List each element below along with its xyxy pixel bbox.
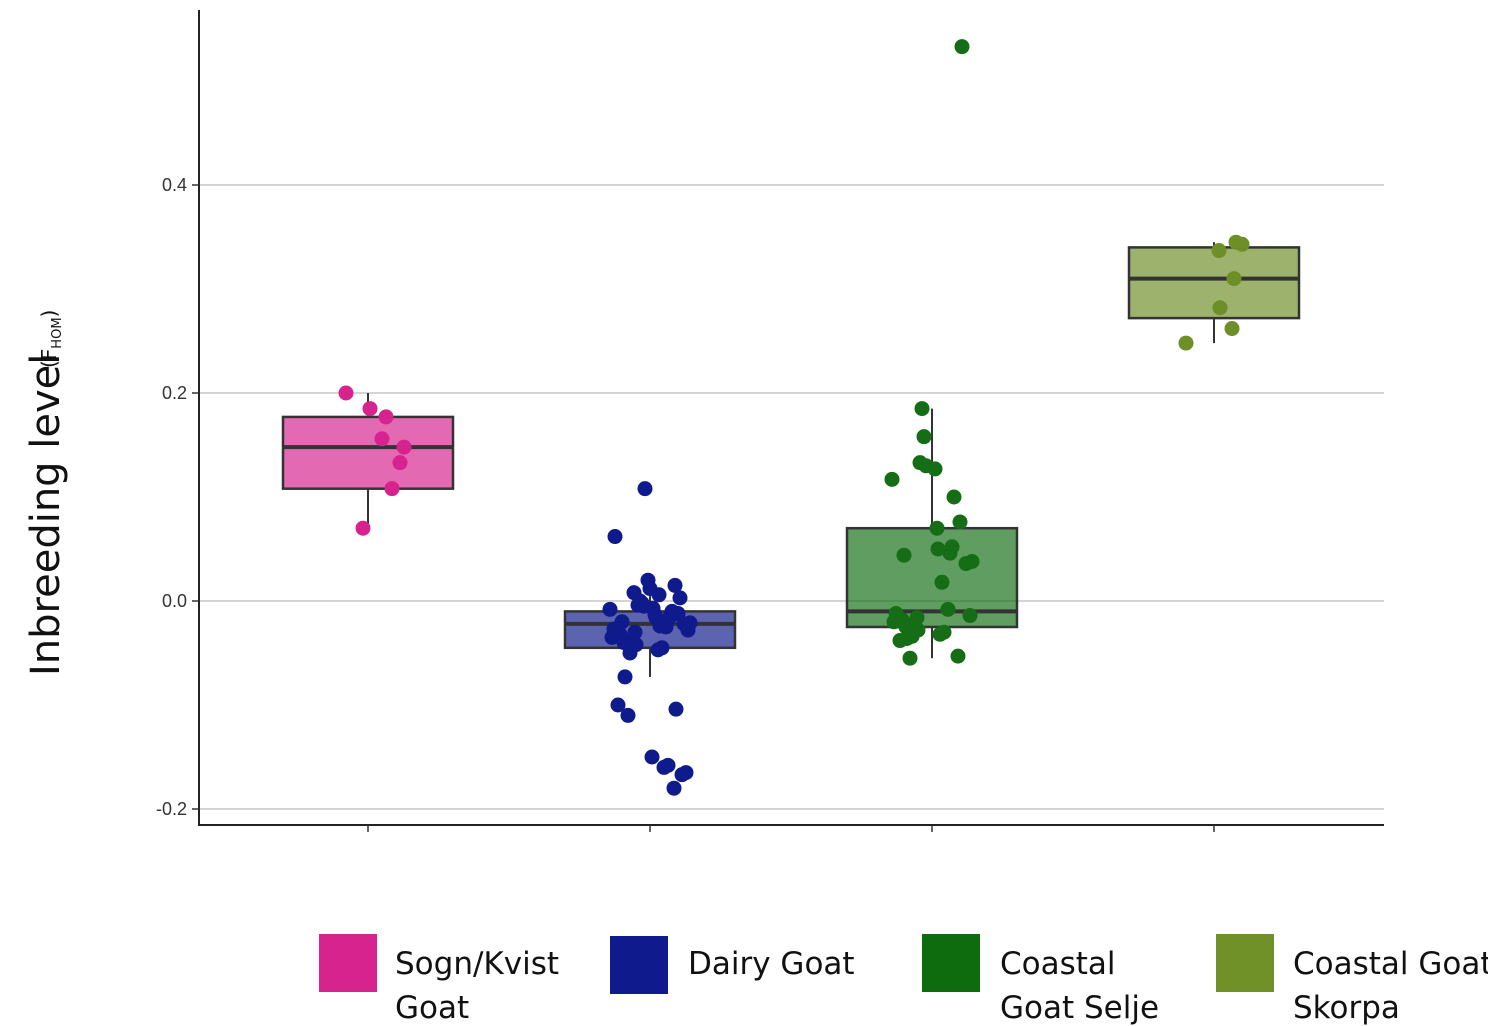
data-point — [620, 707, 636, 723]
data-point — [651, 587, 667, 603]
data-point — [934, 574, 950, 590]
data-point — [916, 429, 932, 445]
y-tick-label: 0.0 — [162, 591, 187, 611]
data-point — [892, 633, 908, 649]
data-point — [958, 556, 974, 572]
data-point — [886, 614, 902, 630]
legend-item-dairy-goat: Dairy Goat — [610, 936, 855, 994]
data-point — [355, 520, 371, 536]
boxplot — [1127, 242, 1301, 344]
data-point — [378, 409, 394, 425]
svg-text:Skorpa: Skorpa — [1293, 990, 1400, 1026]
data-point — [954, 39, 970, 55]
legend-swatch — [922, 934, 980, 992]
legend-swatch — [319, 934, 377, 992]
y-axis-label-suffix: ) — [37, 310, 61, 318]
data-point — [942, 545, 958, 561]
svg-text:Coastal: Coastal — [1000, 946, 1116, 982]
legend-label: Coastal Goat — [1293, 946, 1488, 982]
data-point — [952, 514, 968, 530]
x-ticks — [367, 825, 1215, 832]
svg-text:Dairy Goat: Dairy Goat — [688, 946, 855, 982]
data-point — [607, 529, 623, 545]
data-point — [1212, 300, 1228, 316]
data-point — [929, 520, 945, 536]
legend-label: Sogn/Kvist — [395, 946, 559, 982]
data-point — [617, 669, 633, 685]
data-point — [622, 645, 638, 661]
data-point — [637, 481, 653, 497]
data-point — [668, 701, 684, 717]
data-point — [374, 431, 390, 447]
legend-item-sogn-kvist: Sogn/Kvist Goat — [319, 934, 559, 1026]
data-point — [610, 697, 626, 713]
data-point — [1234, 236, 1250, 252]
data-point — [930, 541, 946, 557]
boxplot — [563, 580, 737, 677]
svg-text:(FHOM): (FHOM) — [37, 310, 65, 368]
data-point — [602, 601, 618, 617]
data-point — [644, 749, 660, 765]
y-axis-label-subscript: HOM — [50, 317, 65, 348]
data-point — [1178, 335, 1194, 351]
legend-swatch — [610, 936, 668, 994]
svg-text:Inbreeding level: Inbreeding level — [23, 354, 69, 676]
legend-label-line2: Goat — [395, 990, 469, 1026]
y-axis-label-prefix: (F — [37, 349, 61, 368]
data-point — [946, 489, 962, 505]
svg-text:Goat Selje: Goat Selje — [1000, 990, 1159, 1026]
data-point — [927, 461, 943, 477]
data-point — [672, 590, 688, 606]
legend-label: Dairy Goat — [688, 946, 855, 982]
y-ticks: -0.2 0.0 0.2 0.4 — [156, 175, 199, 819]
box — [281, 415, 455, 490]
svg-text:Goat: Goat — [395, 990, 469, 1026]
legend-label-line2: Skorpa — [1293, 990, 1400, 1026]
data-point — [604, 629, 620, 645]
grid-lines — [199, 184, 1384, 810]
boxplot — [281, 393, 455, 529]
data-point — [914, 401, 930, 417]
svg-text:Sogn/Kvist: Sogn/Kvist — [395, 946, 559, 982]
data-point — [658, 619, 674, 635]
data-point — [384, 481, 400, 497]
y-axis-label-main: Inbreeding level — [23, 354, 69, 676]
boxplots — [281, 242, 1301, 677]
legend-label-line2: Goat Selje — [1000, 990, 1159, 1026]
data-point — [666, 780, 682, 796]
y-tick-label: -0.2 — [156, 799, 187, 819]
data-point — [1226, 271, 1242, 287]
data-point — [884, 471, 900, 487]
data-point — [1211, 243, 1227, 259]
svg-text:Coastal Goat: Coastal Goat — [1293, 946, 1488, 982]
data-point — [896, 547, 912, 563]
data-point — [656, 759, 672, 775]
data-point — [392, 455, 408, 471]
data-point — [1224, 321, 1240, 337]
data-point — [396, 439, 412, 455]
data-point — [650, 642, 666, 658]
legend-swatch — [1216, 934, 1274, 992]
y-axis-label: Inbreeding level (FHOM) — [23, 310, 69, 676]
data-point — [932, 626, 948, 642]
legend-item-coastal-selje: Coastal Goat Selje — [922, 934, 1159, 1026]
y-tick-label: 0.2 — [162, 383, 187, 403]
data-point — [674, 767, 690, 783]
data-point — [962, 608, 978, 624]
data-point — [362, 401, 378, 417]
axes — [198, 10, 1384, 826]
data-point — [667, 577, 683, 593]
data-point — [338, 385, 354, 401]
legend-label: Coastal — [1000, 946, 1116, 982]
data-point — [902, 650, 918, 666]
data-point — [950, 648, 966, 664]
data-points — [338, 39, 1250, 796]
legend-item-coastal-skorpa: Coastal Goat Skorpa — [1216, 934, 1488, 1026]
data-point — [940, 601, 956, 617]
y-tick-label: 0.4 — [162, 175, 187, 195]
data-point — [680, 622, 696, 638]
